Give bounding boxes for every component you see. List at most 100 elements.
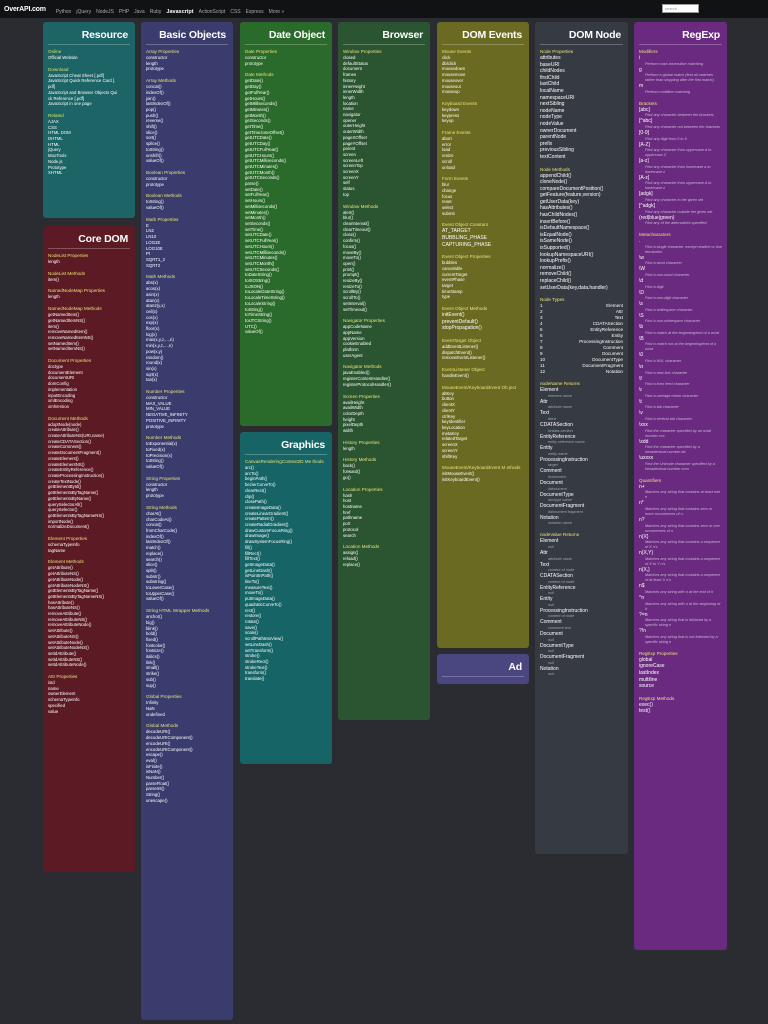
api-link[interactable]: stopPropagation() (442, 325, 482, 332)
api-link[interactable]: reverse() (146, 118, 164, 124)
api-link[interactable]: setHours() (245, 198, 266, 204)
api-link[interactable]: substr() (146, 573, 161, 579)
api-link[interactable]: width (343, 428, 354, 434)
api-link[interactable]: cookieEnabled (343, 341, 372, 347)
api-link[interactable]: setMilliseconds() (245, 203, 277, 209)
api-link[interactable]: toString() (245, 306, 263, 312)
api-link[interactable]: sup() (146, 682, 156, 688)
api-link[interactable]: XHTML (48, 170, 63, 176)
api-link[interactable]: link() (146, 659, 156, 665)
api-link[interactable]: toLocaleString() (245, 300, 276, 306)
regexp-pattern[interactable]: n$ (639, 583, 645, 590)
api-link[interactable]: setUTCMonth() (245, 260, 275, 266)
api-link[interactable]: DHTML (48, 136, 63, 142)
api-link[interactable]: lastIndexOf() (146, 539, 171, 545)
api-link[interactable]: big() (146, 619, 155, 625)
api-link[interactable]: pow(x,y) (146, 348, 163, 354)
api-link[interactable]: pathname (343, 515, 363, 521)
api-link[interactable]: createTextNode() (48, 478, 81, 484)
api-link[interactable]: getElementsByTagName() (48, 588, 99, 594)
api-link[interactable]: insertBefore() (540, 218, 571, 225)
api-link[interactable]: lineTo() (245, 579, 260, 585)
api-link[interactable]: dblclick (442, 60, 457, 66)
regexp-pattern[interactable]: n? (639, 517, 645, 523)
api-link[interactable]: exec() (639, 701, 653, 708)
api-link[interactable]: clearInterval() (343, 220, 370, 226)
api-link[interactable]: getUTCMilliseconds() (245, 158, 287, 164)
api-link[interactable]: parse() (245, 181, 259, 187)
api-link[interactable]: max(x,y,z,...,n) (146, 337, 174, 343)
api-link[interactable]: tagName (48, 547, 66, 553)
api-link[interactable]: Node.js (48, 158, 63, 164)
api-link[interactable]: blur() (343, 215, 354, 221)
api-link[interactable]: valueOf() (146, 205, 164, 211)
api-link[interactable]: lookupPrefix() (540, 258, 571, 265)
api-link[interactable]: createProcessingInstruction() (48, 472, 104, 478)
regexp-pattern[interactable]: \S (639, 312, 644, 319)
api-link[interactable]: pop() (146, 106, 157, 112)
api-link[interactable]: moveBy() (343, 249, 362, 255)
api-link[interactable]: toExponential(x) (146, 441, 178, 447)
nav-link[interactable]: Javascript (166, 9, 194, 15)
api-link[interactable]: abort (442, 136, 452, 142)
api-link[interactable]: innerWidth (343, 89, 364, 95)
api-link[interactable]: getMinutes() (245, 106, 269, 112)
api-link[interactable]: forward() (343, 469, 361, 475)
api-link[interactable]: drawImage() (245, 533, 270, 539)
regexp-pattern[interactable]: (red|blue|green) (639, 214, 675, 221)
api-link[interactable]: appVersion (343, 335, 365, 341)
api-link[interactable]: source (639, 683, 655, 690)
api-link[interactable]: encodeURIComponent() (146, 746, 193, 752)
api-link[interactable]: beginPath() (245, 476, 268, 482)
api-link[interactable]: schemaTypeInfo (48, 542, 80, 548)
api-link[interactable]: relatedTarget (442, 436, 468, 442)
api-link[interactable]: random() (146, 354, 164, 360)
api-link[interactable]: setTransform() (245, 647, 274, 653)
api-link[interactable]: hash (343, 492, 353, 498)
api-link[interactable]: eventPhase (442, 277, 465, 283)
api-link[interactable]: status (343, 186, 355, 192)
api-link[interactable]: pixelDepth (343, 422, 364, 428)
regexp-pattern[interactable]: n{X,Y} (639, 550, 654, 557)
regexp-pattern[interactable]: . (639, 238, 641, 245)
api-link[interactable]: multiline (639, 676, 658, 683)
api-link[interactable]: altKey (442, 390, 454, 396)
api-link[interactable]: implementation (48, 386, 78, 392)
api-link[interactable]: getNamedItemNS() (48, 317, 86, 323)
api-link[interactable]: outerWidth (343, 129, 364, 135)
api-link[interactable]: hostname (343, 504, 362, 509)
api-link[interactable]: NaN (146, 705, 155, 711)
api-link[interactable]: prototype (146, 66, 164, 72)
api-link[interactable]: valueOf() (245, 329, 263, 335)
api-link[interactable]: getUserData(key) (540, 198, 580, 205)
api-link[interactable]: setAttributeNode() (48, 639, 83, 645)
api-link[interactable]: clientY (442, 407, 455, 413)
api-link[interactable]: length (48, 294, 60, 300)
api-link[interactable]: getDay() (245, 84, 262, 90)
api-link[interactable]: setMinutes() (245, 209, 269, 215)
api-link[interactable]: hasAttributeNS() (48, 605, 80, 611)
api-link[interactable]: push() (146, 112, 159, 118)
regexp-pattern[interactable]: [abc] (639, 106, 650, 113)
api-link[interactable]: setUserData(key,data,handler) (540, 284, 608, 291)
regexp-pattern[interactable]: \B (639, 335, 644, 342)
api-link[interactable]: cloneNode() (540, 179, 568, 186)
api-link[interactable]: appName (343, 329, 362, 335)
api-link[interactable]: createEntityReference() (48, 467, 94, 473)
api-link[interactable]: toString() (146, 146, 164, 152)
api-link[interactable]: ctrlKey (442, 413, 456, 419)
api-link[interactable]: keyIdentifier (442, 419, 466, 425)
regexp-pattern[interactable]: ^n (639, 594, 645, 601)
api-link[interactable]: focus() (343, 243, 357, 249)
api-link[interactable]: scrollBy() (343, 289, 361, 295)
api-link[interactable]: nodeName (540, 107, 565, 114)
api-link[interactable]: charAt() (146, 510, 162, 516)
api-link[interactable]: prototype (146, 423, 164, 429)
api-link[interactable]: schemaTypeInfo (48, 697, 80, 703)
api-link[interactable]: length (343, 94, 355, 100)
api-link[interactable]: fromCharCode() (146, 528, 178, 533)
api-link[interactable]: MAX_VALUE (146, 400, 172, 406)
api-link[interactable]: unescape() (146, 797, 168, 803)
api-link[interactable]: screenLeft (343, 157, 364, 163)
api-link[interactable]: length (48, 259, 60, 264)
